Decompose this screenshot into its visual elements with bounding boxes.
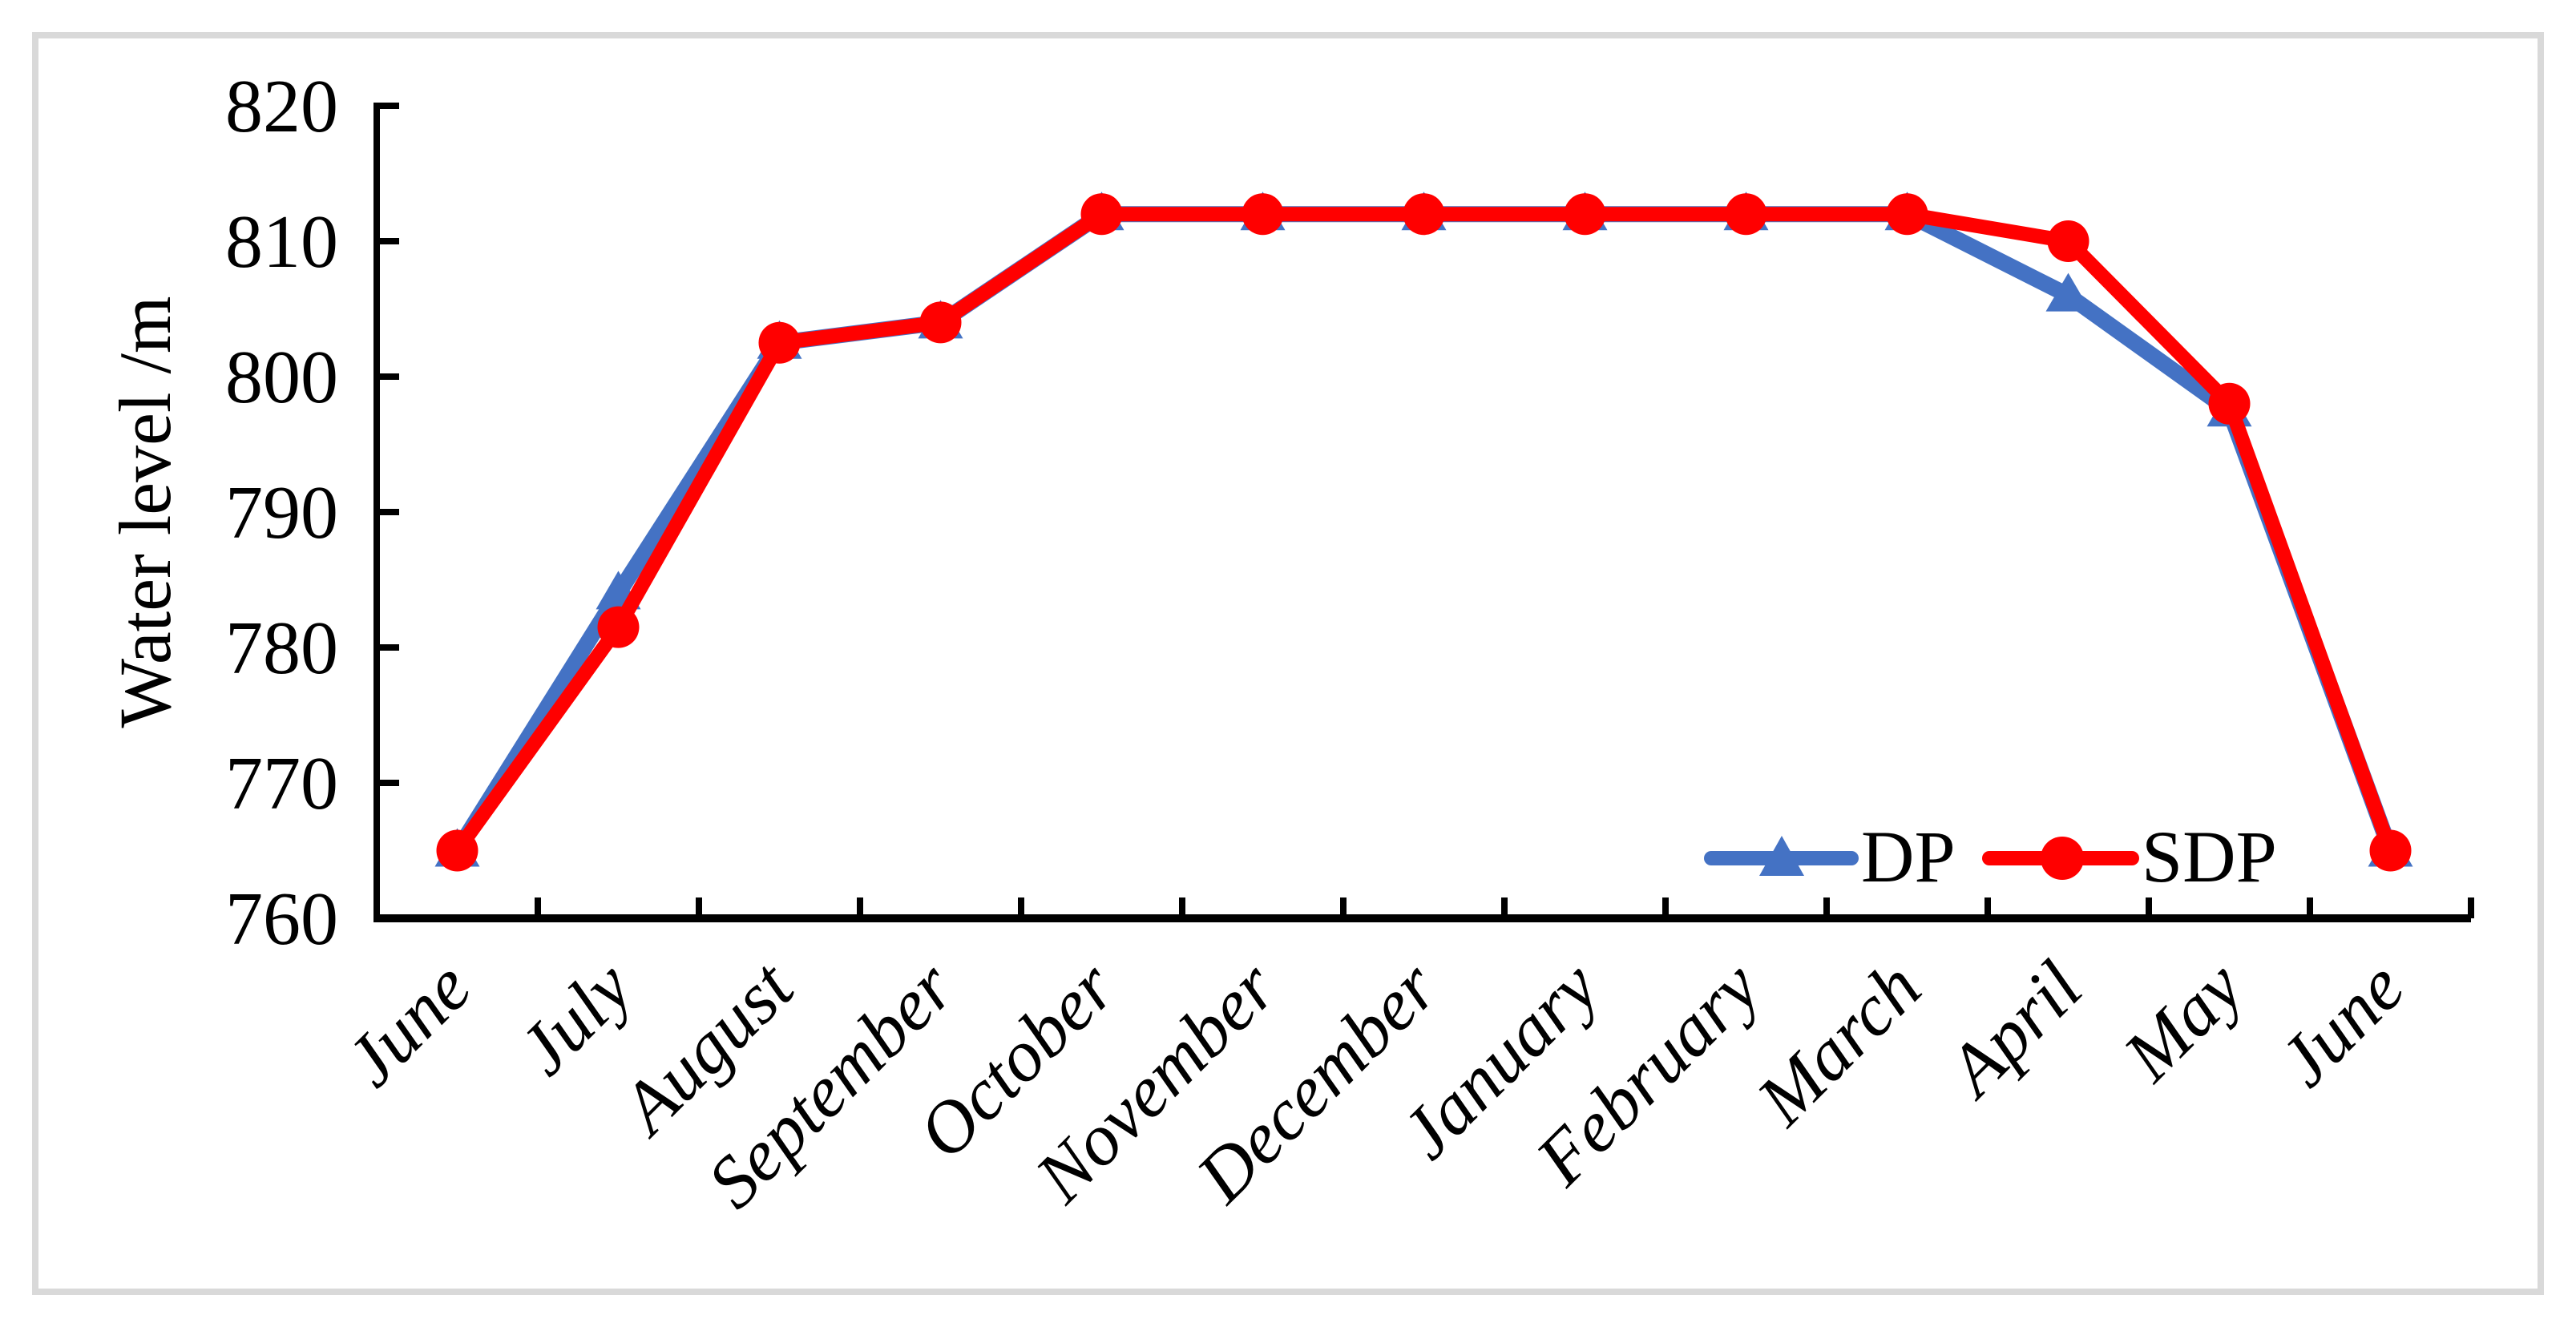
- sdp-marker-circle: [1564, 193, 1606, 236]
- sdp-marker-circle: [758, 321, 801, 364]
- sdp-marker-circle: [1403, 193, 1445, 236]
- series-sdp: [436, 193, 2412, 872]
- y-axis-ticks: [377, 103, 399, 922]
- sdp-marker-circle: [919, 301, 962, 344]
- y-axis-title: Water level /m: [104, 296, 186, 728]
- legend-label-dp: DP: [1861, 816, 1956, 897]
- sdp-marker-circle: [2369, 829, 2412, 872]
- legend-dp-triangle-icon: [1759, 836, 1804, 876]
- sdp-marker-circle: [1242, 193, 1284, 236]
- y-tick-label: 780: [225, 607, 338, 690]
- sdp-marker-circle: [2208, 382, 2251, 425]
- legend-label-sdp: SDP: [2142, 816, 2277, 897]
- y-tick-label: 810: [225, 200, 338, 284]
- y-tick-label: 820: [225, 65, 338, 148]
- x-category-label: May: [2107, 946, 2259, 1097]
- dp-line: [449, 206, 2399, 859]
- sdp-marker-circle: [436, 829, 478, 872]
- y-axis: [373, 103, 399, 922]
- sdp-marker-circle: [1725, 193, 1767, 236]
- x-category-label: June: [330, 946, 487, 1102]
- legend: DP SDP: [1704, 816, 2277, 897]
- dp-marker-triangle: [2045, 272, 2091, 312]
- x-axis: [373, 897, 2474, 922]
- y-tick-label: 770: [225, 742, 338, 825]
- x-category-label: June: [2263, 946, 2420, 1102]
- figure-border: [32, 32, 2544, 1295]
- y-tick-labels: 760 770 780 790 800 810 820: [225, 65, 338, 961]
- legend-sdp-circle-icon: [2041, 837, 2084, 880]
- sdp-marker-circle: [597, 606, 640, 648]
- x-axis-ticks: [373, 897, 2474, 918]
- y-tick-label: 790: [225, 471, 338, 555]
- x-category-label: March: [1740, 946, 1936, 1142]
- sdp-marker-circle: [1080, 193, 1123, 236]
- x-category-label: July: [503, 946, 648, 1091]
- x-category-label: April: [1929, 946, 2098, 1114]
- sdp-marker-circle: [2047, 220, 2089, 262]
- y-tick-label: 760: [225, 877, 338, 961]
- y-tick-label: 800: [225, 336, 338, 419]
- sdp-marker-circle: [1886, 193, 1928, 236]
- x-category-labels: June JulyAugustSeptemberOctoberNovemberDe…: [330, 944, 2420, 1223]
